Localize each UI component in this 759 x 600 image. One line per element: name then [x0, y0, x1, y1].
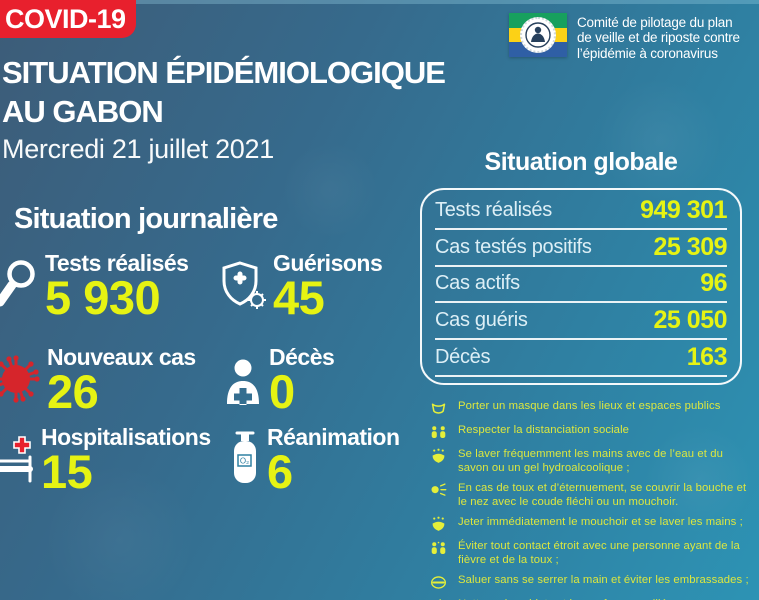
recommendation-text: Saluer sans se serrer la main et éviter …	[458, 574, 749, 587]
page-title-line1: SITUATION ÉPIDÉMIOLOGIQUE	[2, 55, 446, 90]
report-date: Mercredi 21 juillet 2021	[2, 134, 274, 165]
row-label: Décès	[435, 346, 491, 369]
hospital-bed-icon	[0, 431, 36, 490]
gabon-emblem-icon	[520, 17, 556, 53]
sneeze-cover-icon	[431, 483, 447, 496]
social-distancing-icon	[431, 426, 446, 439]
shield-cross-virus-icon	[220, 259, 268, 316]
stat-label: Hospitalisations	[41, 424, 211, 450]
table-row: Tests réalisés 949 301	[435, 193, 727, 230]
gabon-flag-icon	[509, 13, 567, 57]
recommendation-text: Jeter immédiatement le mouchoir et se la…	[458, 516, 743, 529]
mask-icon	[431, 403, 446, 414]
daily-section-title: Situation journalière	[14, 203, 278, 235]
row-label: Cas actifs	[435, 272, 520, 295]
committee-name-line1: Comité de pilotage du plan	[577, 15, 733, 30]
stat-tests-realises: Tests réalisés 5 930	[0, 250, 189, 325]
stat-value: 45	[273, 271, 325, 325]
global-section-title: Situation globale	[484, 148, 678, 176]
committee-name: Comité de pilotage du plan de veille et …	[577, 13, 740, 61]
list-item: Jeter immédiatement le mouchoir et se la…	[430, 516, 756, 533]
stat-label: Réanimation	[267, 424, 400, 450]
no-handshake-icon	[431, 576, 446, 589]
avoid-contact-icon	[431, 541, 446, 555]
recommendation-text: En cas de toux et d’éternuement, se couv…	[458, 482, 747, 508]
stat-value: 0	[269, 365, 295, 419]
stat-deces: Décès 0	[222, 344, 335, 419]
table-row: Décès 163	[435, 340, 728, 377]
covid-banner: COVID-19	[0, 0, 136, 38]
stat-label: Guérisons	[273, 250, 383, 276]
recommendation-text: Nettoyer les objets et les surfaces soui…	[458, 598, 676, 600]
table-row: Cas testés positifs 25 309	[435, 230, 728, 267]
stat-hospitalisations: Hospitalisations 15	[0, 425, 211, 495]
recommendation-text: Se laver fréquemment les mains avec de l…	[458, 448, 723, 474]
table-row: Cas guéris 25 050	[435, 303, 728, 341]
svg-text:O₂: O₂	[240, 457, 249, 466]
row-value: 25 050	[653, 306, 728, 335]
stat-value: 26	[47, 365, 99, 419]
recommendation-text: Éviter tout contact étroit avec une pers…	[458, 540, 740, 566]
row-label: Cas guéris	[435, 309, 528, 332]
table-row: Cas actifs 96	[435, 267, 727, 304]
list-item: Éviter tout contact étroit avec une pers…	[430, 540, 756, 567]
list-item: Porter un masque dans les lieux et espac…	[430, 400, 756, 417]
global-stats-table: Tests réalisés 949 301 Cas testés positi…	[420, 188, 742, 385]
recommendations-list: Porter un masque dans les lieux et espac…	[430, 400, 756, 600]
magnifier-icon	[0, 259, 40, 316]
row-value: 163	[686, 343, 728, 372]
hand-wash-icon	[432, 516, 445, 532]
stat-label: Nouveaux cas	[47, 344, 196, 370]
covid-banner-label: COVID-19	[5, 3, 126, 34]
stat-value: 6	[267, 445, 293, 499]
row-value: 25 309	[653, 232, 728, 261]
virus-icon	[0, 353, 42, 410]
hand-wash-icon	[432, 448, 445, 463]
page-title-line2: AU GABON	[2, 94, 164, 130]
stat-nouveaux-cas: Nouveaux cas 26	[0, 345, 196, 415]
page-header: SITUATION ÉPIDÉMIOLOGIQUE AU GABON Mercr…	[2, 53, 446, 165]
stat-label: Tests réalisés	[45, 250, 189, 276]
person-cross-icon	[222, 359, 264, 410]
committee-name-line3: l’épidémie à coronavirus	[577, 45, 718, 61]
list-item: En cas de toux et d’éternuement, se couv…	[430, 482, 756, 509]
list-item: Saluer sans se serrer la main et éviter …	[430, 574, 756, 591]
row-label: Cas testés positifs	[435, 235, 592, 258]
stat-value: 5 930	[45, 271, 161, 325]
committee-name-line2: de veille et de riposte contre	[577, 30, 740, 46]
recommendation-text: Respecter la distanciation sociale	[458, 424, 630, 436]
row-value: 949 301	[640, 195, 727, 224]
stat-reanimation: O₂ Réanimation 6	[228, 425, 400, 495]
recommendation-text: Porter un masque dans les lieux et espac…	[458, 400, 721, 412]
row-label: Tests réalisés	[435, 198, 552, 221]
stat-label: Décès	[269, 344, 335, 370]
list-item: Respecter la distanciation sociale	[430, 424, 756, 441]
list-item: Se laver fréquemment les mains avec de l…	[430, 448, 756, 475]
stat-value: 15	[41, 445, 93, 499]
stat-guerisons: Guérisons 45	[220, 250, 383, 325]
oxygen-tank-icon: O₂	[228, 429, 262, 490]
row-value: 96	[700, 269, 727, 298]
committee-logo-block: Comité de pilotage du plan de veille et …	[509, 13, 740, 61]
